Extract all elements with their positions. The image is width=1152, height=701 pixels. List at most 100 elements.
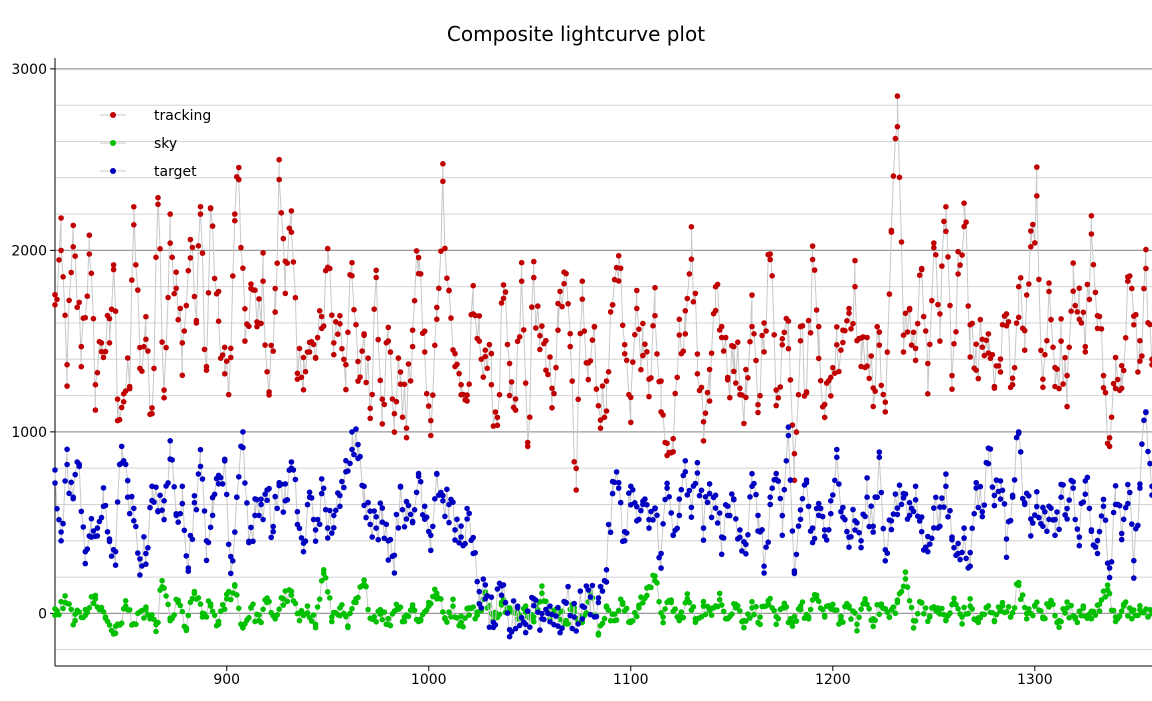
point-tracking — [945, 254, 951, 260]
point-sky — [656, 598, 662, 605]
point-tracking — [918, 265, 925, 272]
point-sky — [775, 615, 782, 622]
point-tracking — [912, 345, 919, 352]
point-target — [349, 429, 355, 435]
point-tracking — [840, 339, 846, 346]
point-tracking — [187, 236, 194, 243]
point-target — [712, 505, 719, 511]
point-tracking — [644, 349, 650, 355]
point-target — [1034, 503, 1040, 510]
point-target — [1066, 497, 1072, 503]
point-sky — [981, 611, 988, 618]
point-tracking — [413, 248, 420, 254]
point-sky — [86, 605, 93, 611]
point-target — [791, 570, 798, 577]
point-tracking — [777, 384, 784, 390]
point-tracking — [615, 278, 622, 284]
point-tracking — [520, 327, 527, 333]
point-tracking — [238, 244, 244, 251]
point-target — [432, 496, 438, 502]
point-tracking — [561, 280, 567, 287]
point-tracking — [1072, 302, 1078, 309]
point-tracking — [114, 396, 121, 403]
point-tracking — [755, 409, 761, 416]
point-target — [959, 549, 965, 556]
point-tracking — [452, 350, 458, 357]
point-target — [137, 572, 143, 578]
point-tracking — [587, 358, 594, 364]
point-sky — [256, 612, 262, 618]
point-tracking — [640, 352, 646, 359]
point-tracking — [961, 200, 967, 206]
point-tracking — [131, 204, 137, 210]
point-tracking — [834, 342, 840, 348]
point-tracking — [201, 346, 208, 353]
point-target — [369, 534, 376, 540]
point-tracking — [484, 365, 491, 372]
point-tracking — [636, 326, 642, 333]
point-tracking — [1078, 320, 1085, 326]
point-tracking — [54, 296, 60, 303]
point-tracking — [438, 248, 444, 254]
point-target — [153, 484, 159, 491]
point-sky — [735, 603, 741, 609]
point-tracking — [209, 223, 216, 229]
point-tracking — [112, 308, 119, 315]
point-target — [712, 492, 719, 499]
point-target — [832, 477, 838, 484]
point-tracking — [276, 176, 283, 183]
point-tracking — [506, 392, 513, 399]
point-tracking — [963, 219, 969, 225]
point-tracking — [385, 338, 392, 344]
point-target — [961, 535, 967, 541]
point-sky — [640, 600, 646, 606]
legend-label: tracking — [154, 108, 211, 124]
point-target — [1009, 494, 1016, 501]
point-tracking — [448, 315, 454, 321]
point-sky — [405, 613, 412, 620]
point-tracking — [173, 285, 179, 292]
point-target — [102, 502, 109, 509]
point-target — [648, 508, 654, 515]
point-target — [1042, 509, 1048, 515]
point-sky — [106, 622, 113, 628]
point-target — [1064, 505, 1070, 512]
point-target — [68, 479, 74, 486]
point-sky — [636, 605, 642, 611]
point-tracking — [181, 328, 188, 334]
point-sky — [470, 604, 477, 610]
point-tracking — [524, 439, 531, 446]
point-target — [266, 485, 272, 492]
point-tracking — [539, 323, 545, 329]
point-target — [377, 500, 384, 507]
point-tracking — [779, 336, 786, 342]
point-sky — [280, 596, 287, 602]
point-sky — [894, 599, 901, 606]
point-target — [607, 529, 614, 536]
point-tracking — [894, 123, 901, 130]
point-tracking — [371, 306, 378, 313]
point-tracking — [809, 243, 816, 249]
point-target — [773, 470, 779, 477]
point-target — [405, 502, 412, 509]
point-target — [698, 487, 705, 494]
point-tracking — [1076, 285, 1083, 292]
point-tracking — [745, 375, 751, 381]
point-target — [688, 514, 695, 520]
point-tracking — [872, 388, 878, 395]
point-target — [815, 500, 822, 507]
point-tracking — [623, 357, 630, 364]
point-target — [70, 494, 76, 501]
point-tracking — [165, 294, 171, 301]
point-tracking — [916, 272, 923, 279]
point-tracking — [1021, 327, 1028, 334]
point-target — [718, 551, 725, 558]
point-sky — [298, 607, 305, 614]
point-target — [1094, 550, 1101, 557]
tick-labels: 0 1000 2000 3000 900 1000 1100 1200 1300 — [11, 62, 1052, 688]
point-tracking — [331, 351, 337, 358]
point-target — [813, 505, 820, 512]
point-target — [108, 553, 115, 559]
point-tracking — [686, 271, 693, 277]
point-target — [179, 500, 186, 507]
